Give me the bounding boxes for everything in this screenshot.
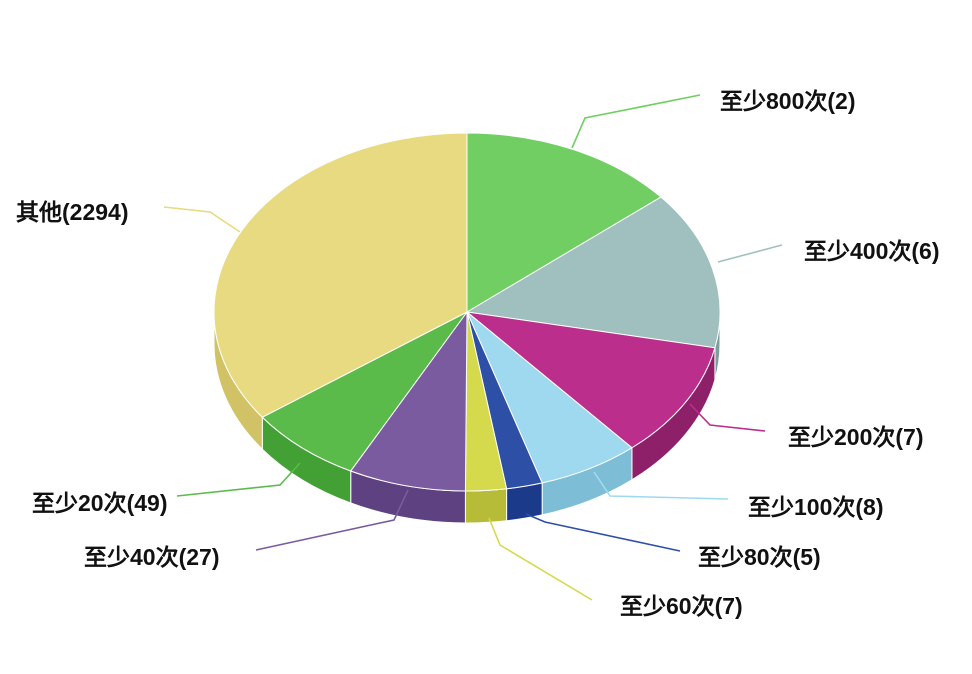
- slice-label: 至少80次(5): [698, 544, 821, 570]
- pie-slice-side: [464, 488, 508, 524]
- pie-slice[interactable]: [465, 311, 716, 449]
- pie-slice[interactable]: [465, 196, 721, 349]
- leader-line: [488, 517, 593, 601]
- leader-line: [525, 513, 681, 552]
- pie-slice[interactable]: [466, 132, 662, 313]
- slice-labels: 至少800次(2) 至少400次(6) 至少200次(7) 至少100次(8) 至少80…: [16, 88, 939, 619]
- pie-slice[interactable]: [213, 132, 468, 418]
- leader-line: [717, 244, 783, 263]
- slice-label: 至少20次(49): [32, 490, 167, 516]
- leader-line: [593, 471, 729, 500]
- leader-line: [571, 94, 701, 149]
- leader-line: [163, 206, 241, 233]
- slice-label: 至少40次(27): [84, 544, 219, 570]
- leader-lines: [163, 94, 783, 601]
- leader-line: [176, 462, 301, 497]
- slice-label: 至少200次(7): [788, 424, 923, 450]
- slice-label: 其他(2294): [16, 199, 128, 225]
- slice-label: 至少60次(7): [620, 593, 743, 619]
- slice-label: 至少800次(2): [720, 88, 855, 114]
- leader-line: [255, 489, 409, 551]
- slice-label: 至少100次(8): [748, 494, 883, 520]
- pie-top: [213, 132, 721, 492]
- pie-slice[interactable]: [261, 311, 468, 472]
- slice-label: 至少400次(6): [804, 238, 939, 264]
- leader-line: [689, 403, 766, 432]
- pie-slice[interactable]: [349, 310, 468, 492]
